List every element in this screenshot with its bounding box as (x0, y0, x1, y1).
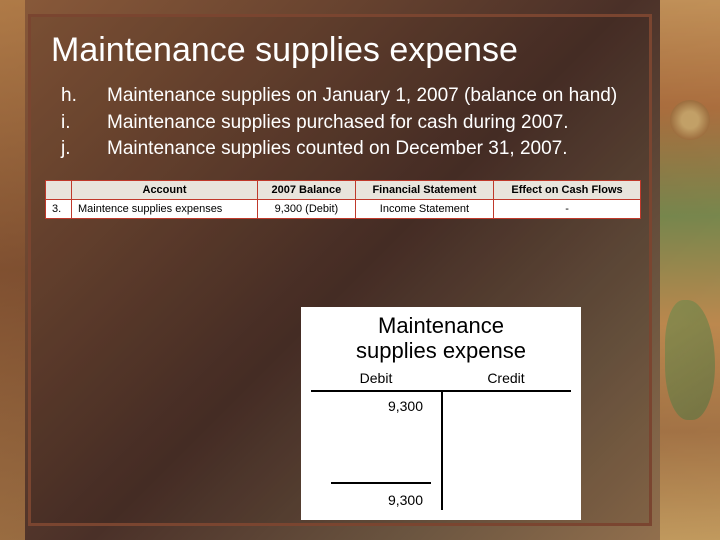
bullet-list: h. Maintenance supplies on January 1, 20… (31, 80, 649, 174)
t-account-title-line2: supplies expense (356, 338, 526, 363)
t-account-title: Maintenance supplies expense (309, 313, 573, 364)
t-account-title-line1: Maintenance (378, 313, 504, 338)
content-frame: Maintenance supplies expense h. Maintena… (28, 14, 652, 526)
list-item: i. Maintenance supplies purchased for ca… (61, 111, 619, 136)
table-header-row: Account 2007 Balance Financial Statement… (46, 181, 641, 200)
decorative-strip-left (0, 0, 25, 540)
table-cell: 9,300 (Debit) (258, 200, 356, 219)
t-account-divider (441, 392, 443, 510)
slide-title: Maintenance supplies expense (31, 17, 649, 80)
list-text: Maintenance supplies counted on December… (107, 137, 619, 162)
debit-total: 9,300 (311, 492, 441, 508)
table-header (46, 181, 72, 200)
table-cell: Maintence supplies expenses (72, 200, 258, 219)
total-rule (331, 482, 431, 484)
table-header: Financial Statement (355, 181, 493, 200)
list-item: h. Maintenance supplies on January 1, 20… (61, 84, 619, 109)
table-cell: Income Statement (355, 200, 493, 219)
table-header: 2007 Balance (258, 181, 356, 200)
accounting-table: Account 2007 Balance Financial Statement… (45, 180, 641, 219)
t-account-grid: Debit Credit 9,300 9,300 (311, 370, 571, 510)
table-row: 3. Maintence supplies expenses 9,300 (De… (46, 200, 641, 219)
list-item: j. Maintenance supplies counted on Decem… (61, 137, 619, 162)
t-account-headers: Debit Credit (311, 370, 571, 390)
list-marker: j. (61, 137, 107, 162)
table-header: Effect on Cash Flows (494, 181, 641, 200)
table-header: Account (72, 181, 258, 200)
list-marker: i. (61, 111, 107, 136)
list-text: Maintenance supplies on January 1, 2007 … (107, 84, 619, 109)
table-cell: - (494, 200, 641, 219)
list-marker: h. (61, 84, 107, 109)
t-account: Maintenance supplies expense Debit Credi… (301, 307, 581, 520)
credit-label: Credit (441, 370, 571, 390)
t-account-body: 9,300 9,300 (311, 390, 571, 510)
debit-entry: 9,300 (311, 392, 441, 420)
list-text: Maintenance supplies purchased for cash … (107, 111, 619, 136)
debit-label: Debit (311, 370, 441, 390)
table-cell: 3. (46, 200, 72, 219)
credit-entry (441, 392, 571, 420)
decorative-strip-right (660, 0, 720, 540)
